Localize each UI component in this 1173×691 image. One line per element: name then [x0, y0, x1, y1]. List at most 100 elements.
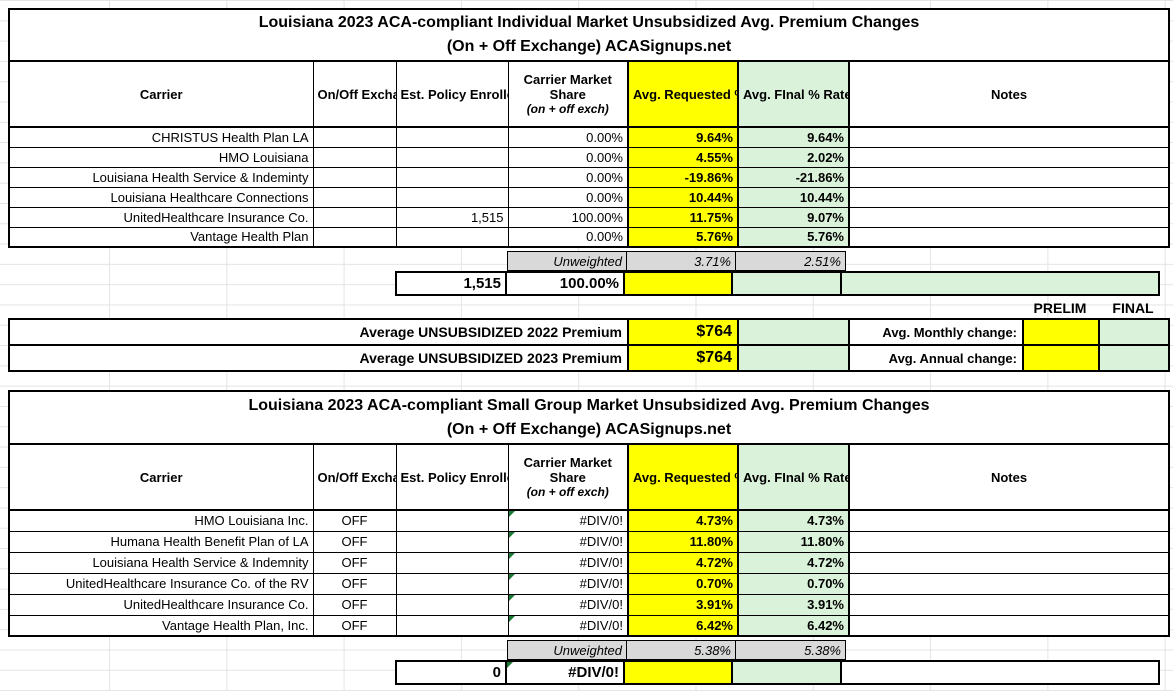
carrier-cell[interactable]: Vantage Health Plan: [8, 226, 314, 248]
exchange-cell[interactable]: [312, 226, 397, 248]
premium-2022-label[interactable]: Average UNSUBSIDIZED 2022 Premium: [8, 318, 629, 346]
final-rate-cell[interactable]: 0.70%: [737, 572, 850, 595]
carrier-cell[interactable]: Louisiana Health Service & Indemnity: [8, 551, 314, 574]
total-enrollees-cell[interactable]: 1,515: [395, 271, 507, 296]
market-share-cell[interactable]: #DIV/0!: [507, 509, 629, 532]
carrier-cell[interactable]: Vantage Health Plan, Inc.: [8, 614, 314, 637]
carrier-cell[interactable]: UnitedHealthcare Insurance Co.: [8, 593, 314, 616]
enrollees-cell[interactable]: [395, 146, 509, 168]
requested-rate-cell[interactable]: 11.75%: [627, 206, 739, 228]
requested-rate-cell[interactable]: -19.86%: [627, 166, 739, 188]
requested-rate-cell[interactable]: 6.42%: [627, 614, 739, 637]
monthly-change-final-cell[interactable]: [1098, 318, 1170, 346]
annual-change-label[interactable]: Avg. Annual change:: [848, 344, 1024, 372]
premium-2023-label[interactable]: Average UNSUBSIDIZED 2023 Premium: [8, 344, 629, 372]
unweighted-requested-cell[interactable]: 3.71%: [626, 251, 736, 271]
notes-cell[interactable]: [848, 614, 1170, 637]
final-rate-cell[interactable]: 3.91%: [737, 593, 850, 616]
final-rate-cell[interactable]: 9.64%: [737, 126, 850, 148]
notes-cell[interactable]: [848, 593, 1170, 616]
unweighted-requested-cell[interactable]: 5.38%: [626, 640, 736, 660]
unweighted-final-cell[interactable]: 5.38%: [735, 640, 846, 660]
enrollees-cell[interactable]: 1,515: [395, 206, 509, 228]
total-market-share-cell[interactable]: #DIV/0!: [505, 660, 625, 685]
exchange-cell[interactable]: [312, 166, 397, 188]
requested-rate-cell[interactable]: 11.80%: [627, 530, 739, 553]
exchange-cell[interactable]: [312, 126, 397, 148]
unweighted-final-cell[interactable]: 2.51%: [735, 251, 846, 271]
premium-2023-final-cell[interactable]: [737, 344, 850, 372]
notes-cell[interactable]: [848, 551, 1170, 574]
market-share-cell[interactable]: #DIV/0!: [507, 551, 629, 574]
market-share-cell[interactable]: 0.00%: [507, 146, 629, 168]
final-rate-cell[interactable]: 4.72%: [737, 551, 850, 574]
market-share-cell[interactable]: 0.00%: [507, 226, 629, 248]
notes-cell[interactable]: [848, 166, 1170, 188]
total-enrollees-cell[interactable]: 0: [395, 660, 507, 685]
requested-rate-cell[interactable]: 4.73%: [627, 509, 739, 532]
notes-cell[interactable]: [848, 146, 1170, 168]
exchange-header[interactable]: On/Off Exchange: [312, 443, 397, 511]
enrollees-header[interactable]: Est. Policy Enrollees: [395, 443, 509, 511]
notes-cell[interactable]: [848, 509, 1170, 532]
notes-header[interactable]: Notes: [848, 443, 1170, 511]
requested-rate-cell[interactable]: 5.76%: [627, 226, 739, 248]
carrier-header[interactable]: Carrier: [8, 60, 314, 128]
enrollees-cell[interactable]: [395, 551, 509, 574]
total-notes-cell[interactable]: [840, 271, 1160, 296]
final-rate-cell[interactable]: 2.02%: [737, 146, 850, 168]
notes-cell[interactable]: [848, 226, 1170, 248]
enrollees-cell[interactable]: [395, 509, 509, 532]
exchange-cell[interactable]: [312, 146, 397, 168]
final-rate-cell[interactable]: 9.07%: [737, 206, 850, 228]
total-market-share-cell[interactable]: 100.00%: [505, 271, 625, 296]
final-rate-cell[interactable]: 6.42%: [737, 614, 850, 637]
market-share-cell[interactable]: 0.00%: [507, 186, 629, 208]
enrollees-cell[interactable]: [395, 593, 509, 616]
exchange-cell[interactable]: OFF: [312, 530, 397, 553]
requested-rate-cell[interactable]: 4.72%: [627, 551, 739, 574]
requested-rate-cell[interactable]: 10.44%: [627, 186, 739, 208]
notes-header[interactable]: Notes: [848, 60, 1170, 128]
exchange-cell[interactable]: [312, 206, 397, 228]
exchange-cell[interactable]: OFF: [312, 593, 397, 616]
carrier-header[interactable]: Carrier: [8, 443, 314, 511]
monthly-change-prelim-cell[interactable]: [1022, 318, 1100, 346]
market-share-cell[interactable]: 0.00%: [507, 166, 629, 188]
total-notes-cell[interactable]: [840, 660, 1160, 685]
final-rate-cell[interactable]: -21.86%: [737, 166, 850, 188]
carrier-cell[interactable]: HMO Louisiana: [8, 146, 314, 168]
enrollees-cell[interactable]: [395, 126, 509, 148]
final-rate-cell[interactable]: 11.80%: [737, 530, 850, 553]
final-rate-header[interactable]: Avg. FInal % Rate Change: [737, 443, 850, 511]
unweighted-label[interactable]: Unweighted: [507, 251, 627, 271]
enrollees-cell[interactable]: [395, 614, 509, 637]
requested-rate-header[interactable]: Avg. Requested % Rate Change: [627, 60, 739, 128]
enrollees-header[interactable]: Est. Policy Enrollees: [395, 60, 509, 128]
enrollees-cell[interactable]: [395, 186, 509, 208]
notes-cell[interactable]: [848, 126, 1170, 148]
final-rate-cell[interactable]: 10.44%: [737, 186, 850, 208]
exchange-cell[interactable]: OFF: [312, 509, 397, 532]
requested-rate-cell[interactable]: 9.64%: [627, 126, 739, 148]
exchange-cell[interactable]: OFF: [312, 551, 397, 574]
unweighted-label[interactable]: Unweighted: [507, 640, 627, 660]
monthly-change-label[interactable]: Avg. Monthly change:: [848, 318, 1024, 346]
notes-cell[interactable]: [848, 206, 1170, 228]
total-requested-cell[interactable]: [623, 271, 733, 296]
requested-rate-cell[interactable]: 3.91%: [627, 593, 739, 616]
individual-table-title[interactable]: Louisiana 2023 ACA-compliant Individual …: [8, 8, 1170, 62]
market-share-cell[interactable]: #DIV/0!: [507, 593, 629, 616]
enrollees-cell[interactable]: [395, 530, 509, 553]
small-group-table-title[interactable]: Louisiana 2023 ACA-compliant Small Group…: [8, 390, 1170, 445]
market-share-cell[interactable]: #DIV/0!: [507, 572, 629, 595]
total-final-cell[interactable]: [731, 271, 842, 296]
market-share-header[interactable]: Carrier Market Share (on + off exch): [507, 60, 629, 128]
premium-2022-value[interactable]: $764: [627, 318, 739, 346]
exchange-cell[interactable]: OFF: [312, 614, 397, 637]
final-rate-cell[interactable]: 4.73%: [737, 509, 850, 532]
final-rate-cell[interactable]: 5.76%: [737, 226, 850, 248]
carrier-cell[interactable]: UnitedHealthcare Insurance Co.: [8, 206, 314, 228]
final-rate-header[interactable]: Avg. FInal % Rate Change: [737, 60, 850, 128]
market-share-header[interactable]: Carrier Market Share (on + off exch): [507, 443, 629, 511]
